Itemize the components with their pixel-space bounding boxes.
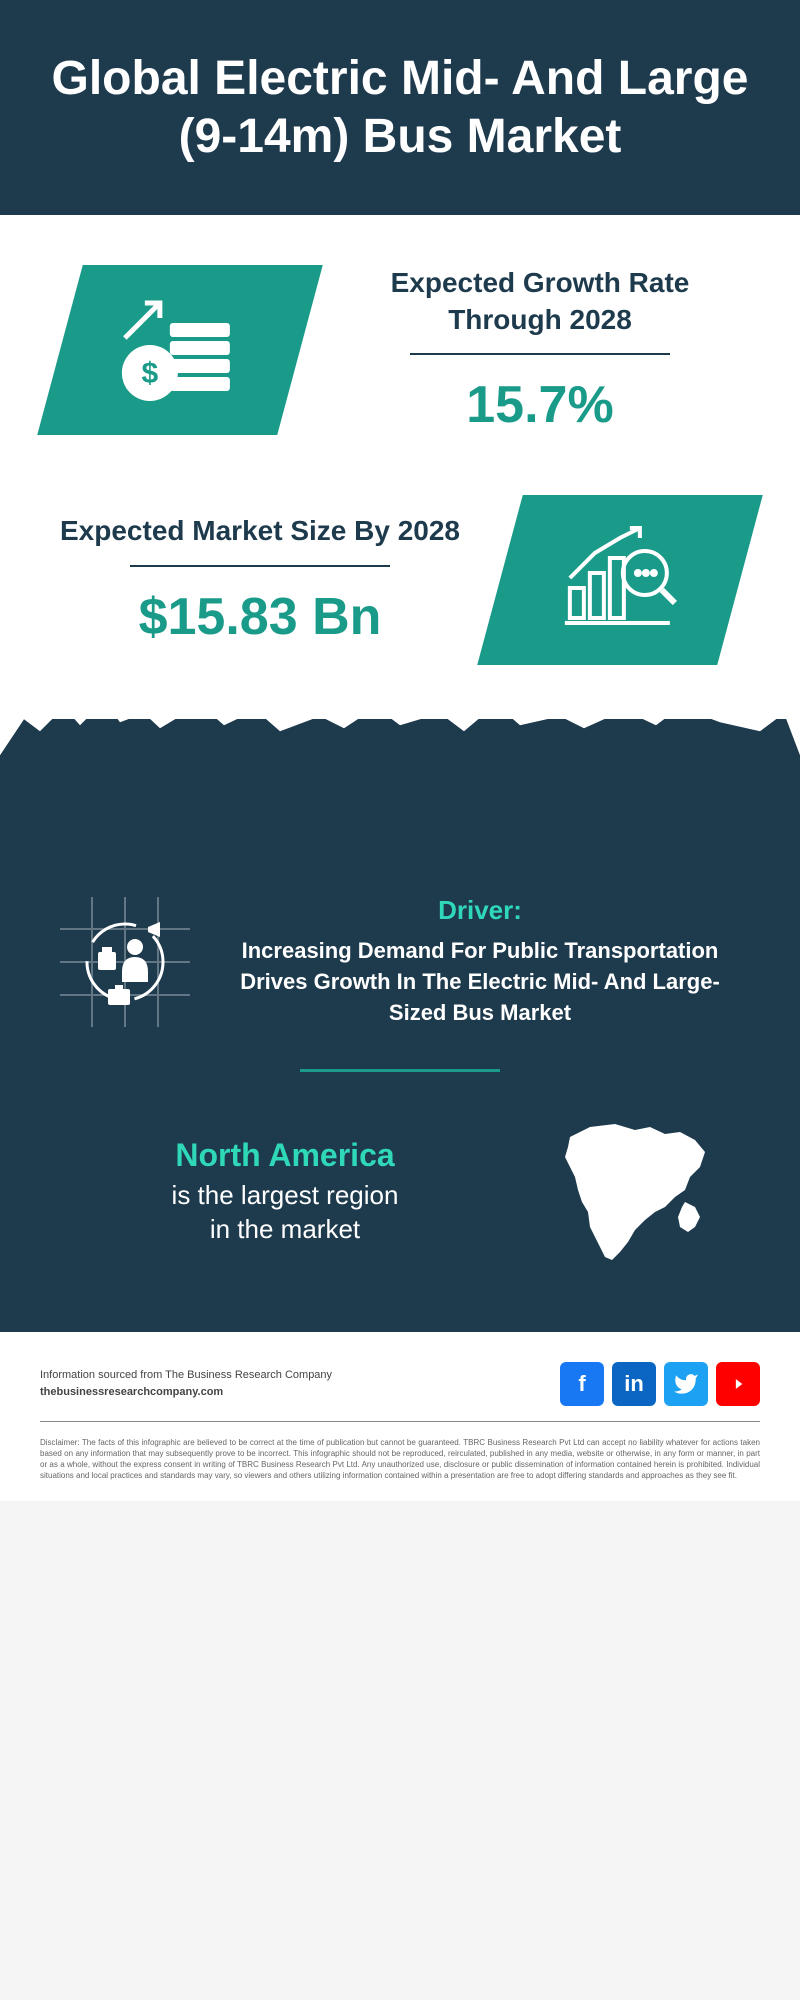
- source-url: thebusinessresearchcompany.com: [40, 1386, 223, 1398]
- region-block: North America is the largest region in t…: [60, 1112, 740, 1272]
- chart-magnify-icon: [550, 518, 690, 643]
- people-network-icon: [60, 897, 190, 1027]
- region-name: North America: [60, 1137, 510, 1174]
- growth-label: Expected Growth Rate Through 2028: [340, 265, 740, 338]
- city-skyline-graphic: [0, 755, 800, 855]
- growth-text-block: Expected Growth Rate Through 2028 15.7%: [340, 265, 740, 435]
- market-icon-shape: [477, 495, 763, 665]
- disclaimer-text: Disclaimer: The facts of this infographi…: [40, 1437, 760, 1482]
- twitter-icon[interactable]: [664, 1362, 708, 1406]
- youtube-icon[interactable]: [716, 1362, 760, 1406]
- driver-block: Driver: Increasing Demand For Public Tra…: [60, 895, 740, 1028]
- region-text-block: North America is the largest region in t…: [60, 1137, 510, 1247]
- source-prefix: Information sourced from The Business Re…: [40, 1369, 332, 1381]
- main-title: Global Electric Mid- And Large (9-14m) B…: [40, 50, 760, 165]
- growth-rate-row: $ Expected Growth Rate Through 2028 15.7…: [60, 265, 740, 435]
- growth-value: 15.7%: [340, 375, 740, 435]
- social-icons-row: f in: [560, 1362, 760, 1406]
- footer-top-row: Information sourced from The Business Re…: [40, 1362, 760, 1422]
- svg-text:$: $: [142, 357, 159, 390]
- driver-description: Increasing Demand For Public Transportat…: [220, 936, 740, 1028]
- north-america-map-icon: [540, 1112, 740, 1272]
- dark-info-section: Driver: Increasing Demand For Public Tra…: [0, 855, 800, 1331]
- market-label: Expected Market Size By 2028: [60, 513, 460, 549]
- market-size-row: Expected Market Size By 2028 $15.83 Bn: [60, 495, 740, 665]
- money-growth-icon: $: [110, 288, 250, 413]
- market-text-block: Expected Market Size By 2028 $15.83 Bn: [60, 513, 460, 646]
- source-attribution: Information sourced from The Business Re…: [40, 1367, 332, 1400]
- region-desc-line1: is the largest region: [60, 1179, 510, 1213]
- footer: Information sourced from The Business Re…: [0, 1332, 800, 1502]
- growth-icon-shape: $: [37, 265, 323, 435]
- region-desc-line2: in the market: [60, 1213, 510, 1247]
- divider: [130, 565, 390, 567]
- facebook-icon[interactable]: f: [560, 1362, 604, 1406]
- stats-section: $ Expected Growth Rate Through 2028 15.7…: [0, 215, 800, 755]
- section-divider: [300, 1069, 500, 1072]
- divider: [410, 353, 670, 355]
- linkedin-icon[interactable]: in: [612, 1362, 656, 1406]
- driver-label: Driver:: [220, 895, 740, 926]
- header-banner: Global Electric Mid- And Large (9-14m) B…: [0, 0, 800, 215]
- infographic-container: Global Electric Mid- And Large (9-14m) B…: [0, 0, 800, 1501]
- market-value: $15.83 Bn: [60, 587, 460, 647]
- driver-text-block: Driver: Increasing Demand For Public Tra…: [220, 895, 740, 1028]
